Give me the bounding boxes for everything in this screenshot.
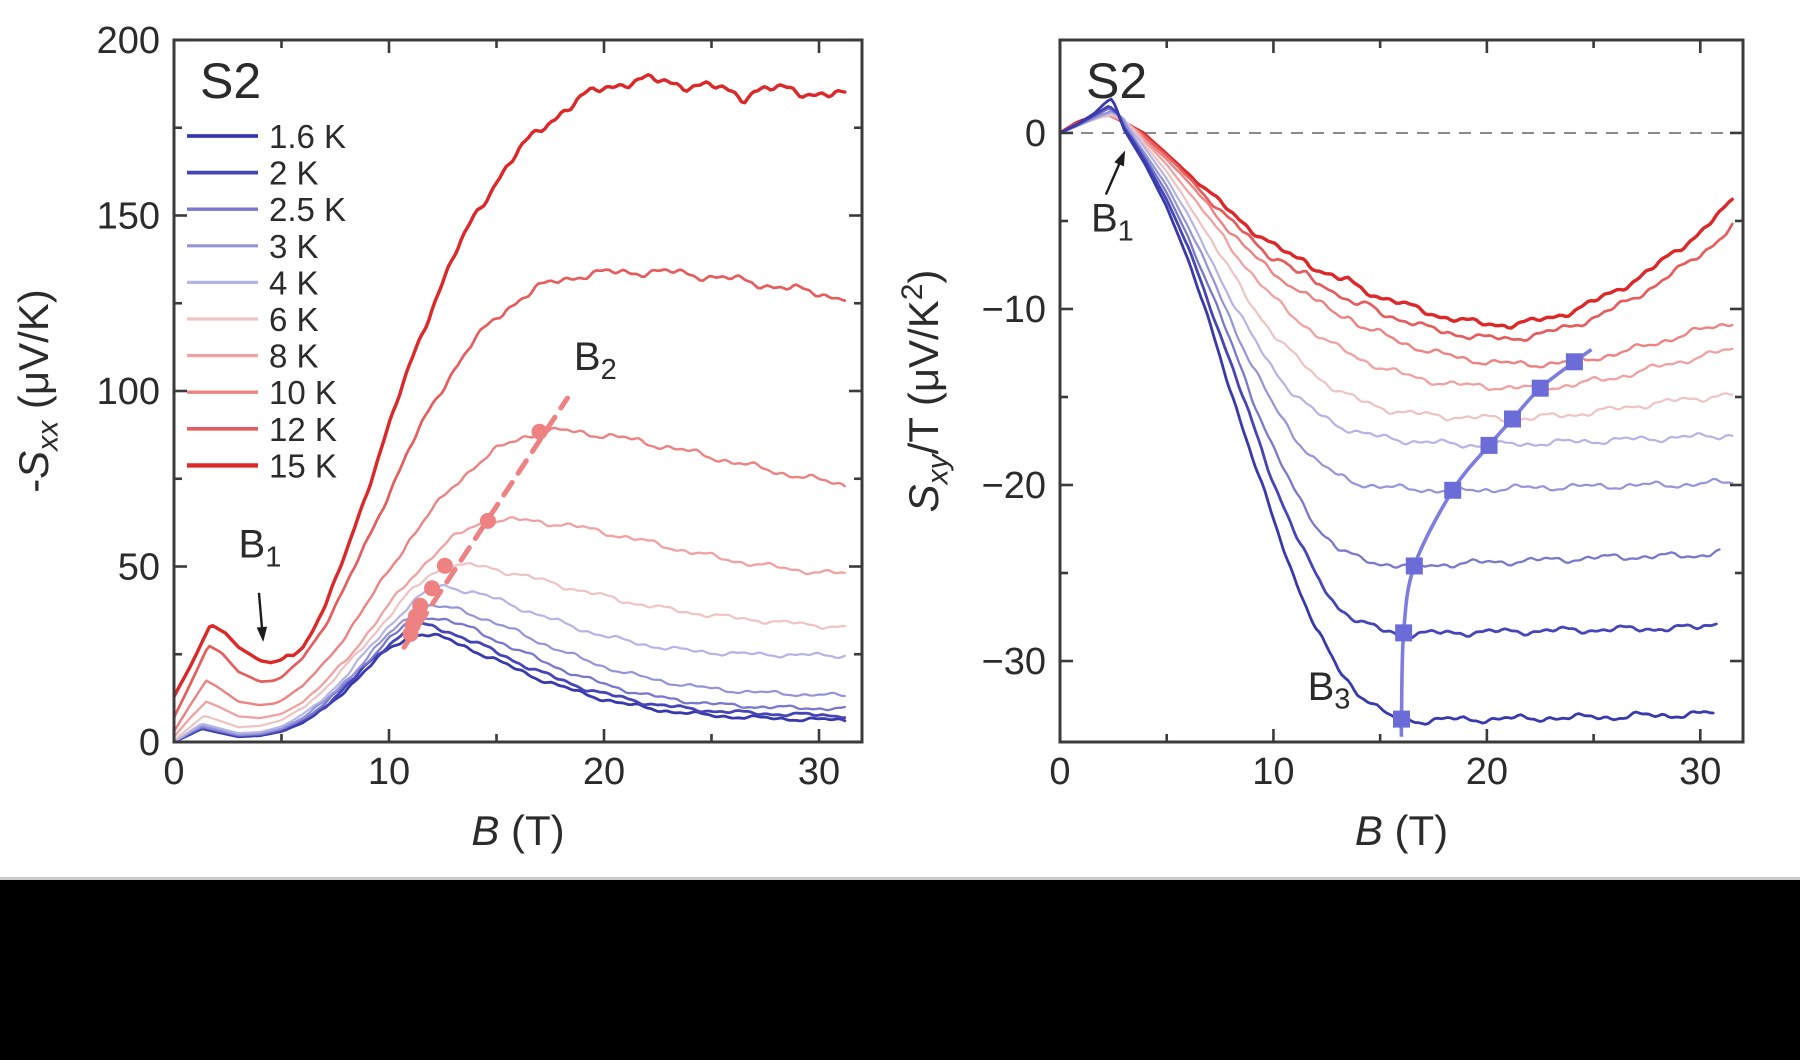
left-ticks	[172, 38, 862, 744]
legend-item-1.6K: 1.6 K	[187, 118, 346, 155]
minima-square	[1480, 436, 1498, 454]
legend-label: 2 K	[269, 155, 319, 192]
minima-square	[1405, 557, 1423, 575]
minima-square	[1395, 624, 1413, 642]
legend-label: 6 K	[269, 301, 319, 338]
maxima-dot	[412, 597, 429, 614]
curve-right-8K	[1061, 114, 1734, 392]
minima-squares	[1393, 353, 1583, 728]
y-tick-label: 0	[1025, 113, 1046, 155]
b1-right-arrow-head	[1114, 150, 1126, 167]
maxima-dot	[479, 512, 496, 529]
x-tick-label: 20	[583, 751, 625, 793]
x-tick-label: 0	[1049, 751, 1070, 793]
legend-label: 1.6 K	[269, 118, 346, 155]
y-tick-label: 0	[139, 722, 160, 764]
x-tick-label: 30	[798, 751, 840, 793]
minima-square	[1444, 481, 1462, 499]
left-panel: 0 10 20 30 0 50 100 150 200 B (T) -Sxx (μV/K) S2 B1 B…	[10, 20, 864, 854]
maxima-dot	[531, 423, 548, 440]
minima-connector-line	[1399, 348, 1593, 737]
legend-label: 8 K	[269, 338, 319, 375]
legend-item-15K: 15 K	[187, 447, 337, 484]
curve-left-12K	[175, 268, 847, 718]
maxima-dot	[436, 557, 453, 574]
curve-left-1.6K	[175, 632, 847, 741]
right-ticks	[1058, 40, 1743, 742]
curve-right-4K	[1061, 111, 1734, 449]
b1-right-arrow-shaft	[1104, 161, 1121, 196]
x-tick-label: 10	[368, 751, 410, 793]
x-tick-label: 20	[1466, 751, 1508, 793]
legend: 1.6 K2 K2.5 K3 K4 K6 K8 K10 K12 K15 K	[187, 118, 346, 484]
y-tick-label: 50	[118, 547, 160, 589]
b1-right-label: B1	[1091, 197, 1134, 248]
legend-label: 12 K	[269, 411, 337, 448]
minima-square	[1503, 410, 1521, 428]
b2-label: B2	[574, 335, 617, 386]
b3-label: B3	[1308, 665, 1351, 716]
curve-right-12K	[1061, 114, 1734, 342]
curve-left-2K	[175, 621, 847, 741]
curve-right-10K	[1061, 114, 1734, 369]
curve-left-10K	[175, 426, 846, 732]
curve-left-6K	[175, 562, 846, 741]
curve-left-3K	[175, 603, 846, 741]
legend-item-4K: 4 K	[187, 264, 319, 301]
legend-item-3K: 3 K	[187, 228, 319, 265]
legend-item-12K: 12 K	[187, 411, 337, 448]
curve-right-3K	[1061, 109, 1734, 494]
minima-square	[1393, 710, 1410, 728]
legend-item-2.5K: 2.5 K	[187, 191, 346, 228]
right-x-axis-title: B (T)	[1355, 807, 1448, 854]
right-curves	[1061, 97, 1734, 726]
x-tick-label: 10	[1252, 751, 1294, 793]
maxima-dot	[424, 580, 440, 597]
b1-left-arrow-head	[256, 626, 268, 642]
legend-item-6K: 6 K	[187, 301, 319, 338]
left-y-axis-title: -Sxx (μV/K)	[10, 289, 64, 493]
right-axes-box	[1058, 38, 1745, 744]
legend-label: 4 K	[269, 264, 319, 301]
maxima-dots	[402, 423, 548, 642]
legend-label: 10 K	[269, 374, 337, 411]
y-tick-label: 150	[97, 196, 160, 238]
legend-label: 15 K	[269, 447, 337, 484]
right-sample-label: S2	[1086, 53, 1147, 109]
curve-right-2.5K	[1061, 107, 1721, 569]
legend-item-8K: 8 K	[187, 338, 319, 375]
y-tick-label: −30	[982, 641, 1046, 683]
y-tick-label: −20	[982, 465, 1046, 507]
x-tick-label: 0	[163, 751, 184, 793]
curve-left-4K	[175, 583, 846, 741]
legend-item-10K: 10 K	[187, 374, 337, 411]
curve-left-15K	[175, 73, 847, 698]
curve-right-2K	[1061, 105, 1718, 640]
minima-square	[1565, 353, 1583, 371]
legend-label: 2.5 K	[269, 191, 346, 228]
right-panel: 0 10 20 30 0 −10 −20 −30 B (T) Sxy/T (μV/K2) S2 B1 B…	[896, 38, 1745, 854]
x-tick-label: 30	[1679, 751, 1721, 793]
y-tick-label: 100	[97, 371, 160, 413]
right-y-axis-title: Sxy/T (μV/K2)	[896, 270, 954, 513]
curve-right-15K	[1061, 112, 1734, 330]
legend-item-2K: 2 K	[187, 155, 319, 192]
b1-left-label: B1	[239, 523, 282, 574]
curve-left-8K	[175, 516, 846, 737]
bottom-black-bar	[0, 877, 1800, 1060]
minima-square	[1531, 379, 1549, 397]
b1-left-arrow-shaft	[257, 592, 264, 630]
curve-right-1.6K	[1061, 97, 1715, 726]
y-tick-label: 200	[97, 20, 160, 62]
figure-area: 0 10 20 30 0 50 100 150 200 B (T) -Sxx (μV/K) S2 B1 B…	[0, 0, 1800, 877]
y-tick-label: −10	[982, 289, 1046, 331]
left-curves	[175, 73, 847, 741]
left-sample-label: S2	[200, 53, 261, 109]
curve-right-6K	[1061, 113, 1734, 423]
legend-label: 3 K	[269, 228, 319, 265]
left-x-axis-title: B (T)	[471, 807, 564, 854]
